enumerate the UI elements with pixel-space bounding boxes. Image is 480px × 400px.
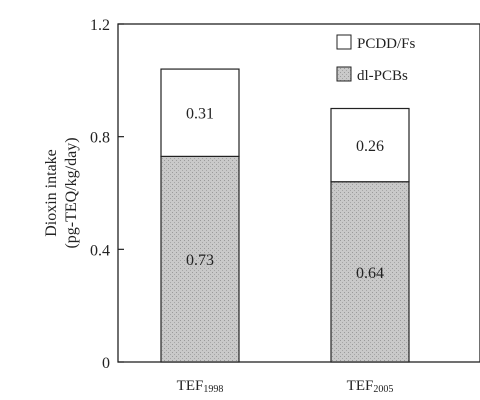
bars: 0.73 0.31 0.64 0.26: [160, 68, 410, 363]
y-axis: 0 0.4 0.8 1.2: [90, 17, 124, 372]
y-axis-label-line-2: (pg-TEQ/kg/day): [63, 137, 80, 248]
y-tick-label: 0: [102, 355, 110, 372]
data-label: 0.26: [356, 138, 384, 155]
data-label: 0.64: [356, 265, 384, 282]
y-tick-label: 0.8: [90, 130, 110, 147]
category-label-2: TEF2005: [347, 378, 394, 395]
legend-label-dl-pcbs: dl-PCBs: [357, 68, 408, 84]
y-axis-label-line-1: Dioxin intake: [43, 149, 60, 237]
y-tick-label: 1.2: [90, 17, 110, 34]
y-tick-label: 0.4: [90, 242, 110, 259]
category-label-1: TEF1998: [177, 378, 224, 395]
bar-pcdd-fs-2: [330, 107, 410, 183]
data-label: 0.73: [186, 252, 214, 269]
bar-pcdd-fs-1: [160, 68, 240, 157]
legend-label-pcddfs: PCDD/Fs: [357, 36, 416, 52]
plot-frame: [117, 23, 480, 363]
legend-swatch-pcddfs: [336, 34, 352, 50]
bar-dl-pcbs-1: [160, 155, 240, 363]
legend-swatch-dl-pcbs: [336, 66, 352, 82]
legend: PCDD/Fs dl-PCBs: [336, 34, 416, 84]
data-label: 0.31: [186, 106, 214, 123]
